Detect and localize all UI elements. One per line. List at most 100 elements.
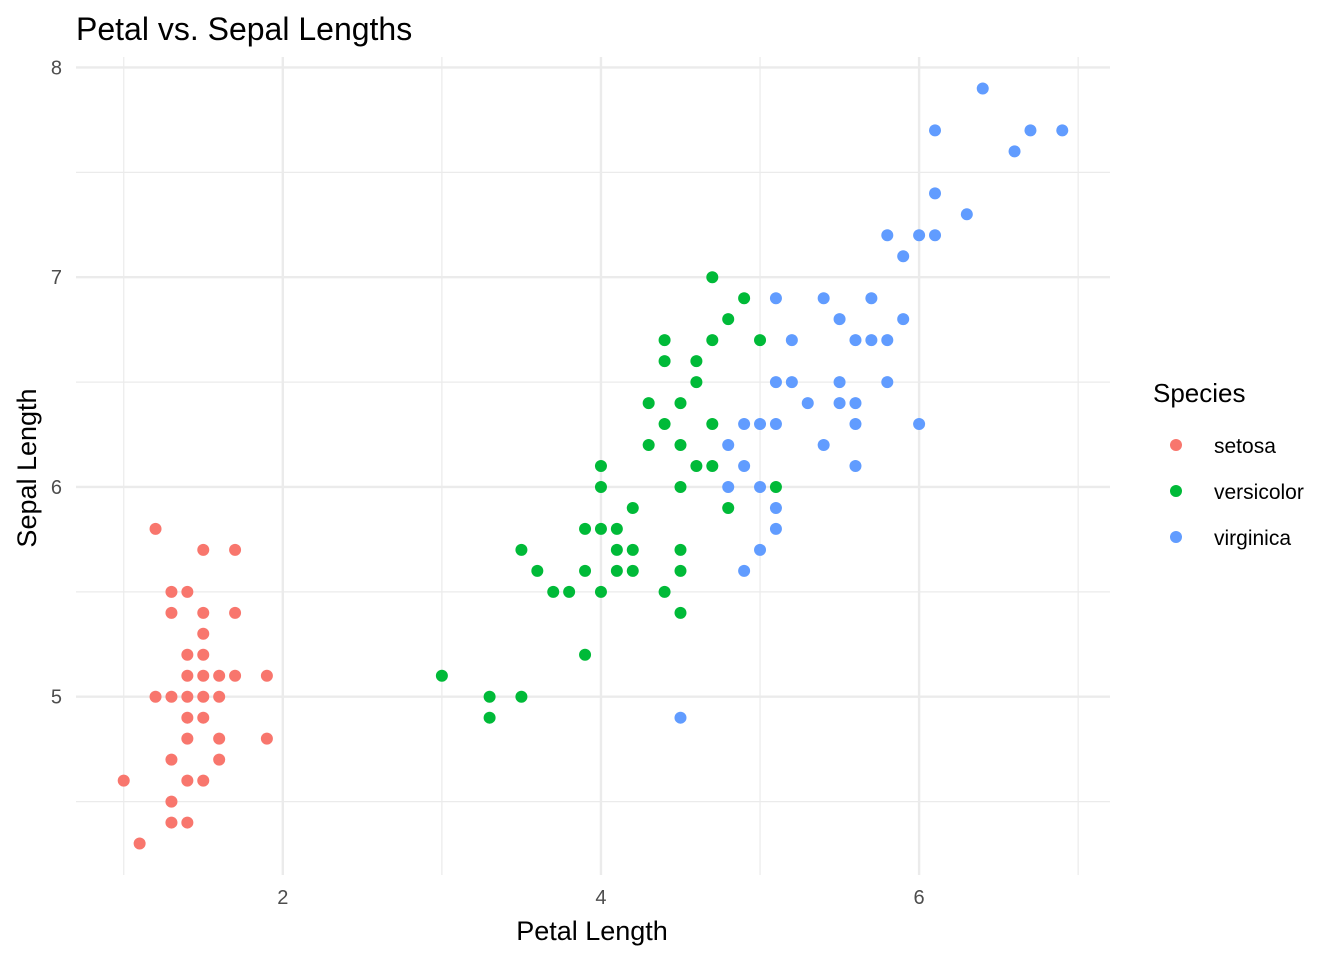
data-point-versicolor <box>515 690 528 703</box>
data-point-versicolor <box>610 564 623 577</box>
data-point-setosa <box>181 816 194 829</box>
data-point-virginica <box>976 82 989 95</box>
data-point-setosa <box>229 669 242 682</box>
data-point-setosa <box>181 648 194 661</box>
data-point-versicolor <box>738 292 751 305</box>
data-point-virginica <box>785 376 798 389</box>
data-point-setosa <box>165 585 178 598</box>
data-point-virginica <box>897 313 910 326</box>
data-point-setosa <box>181 690 194 703</box>
data-point-versicolor <box>674 397 687 410</box>
data-point-versicolor <box>579 648 592 661</box>
data-point-virginica <box>1056 124 1069 137</box>
data-point-virginica <box>897 250 910 263</box>
ticks-layer: 2 4 6 5 6 7 8 <box>51 57 925 909</box>
data-point-virginica <box>817 439 830 452</box>
data-point-virginica <box>769 376 782 389</box>
data-point-virginica <box>849 334 862 347</box>
legend-item-versicolor: versicolor <box>1170 481 1304 504</box>
data-point-virginica <box>769 522 782 535</box>
y-tick-label: 7 <box>51 267 62 289</box>
legend-item-virginica: virginica <box>1170 527 1291 550</box>
data-point-versicolor <box>690 376 703 389</box>
data-point-versicolor <box>594 480 607 493</box>
x-tick-label: 4 <box>595 887 606 909</box>
data-point-virginica <box>913 229 926 242</box>
data-point-versicolor <box>674 439 687 452</box>
data-point-versicolor <box>610 522 623 535</box>
data-point-virginica <box>833 376 846 389</box>
grid-layer <box>76 57 1110 875</box>
data-point-virginica <box>929 187 942 200</box>
data-point-versicolor <box>594 522 607 535</box>
data-point-setosa <box>165 606 178 619</box>
data-point-virginica <box>960 208 973 221</box>
legend-item-setosa: setosa <box>1170 435 1276 458</box>
data-point-setosa <box>117 774 130 787</box>
y-tick-label: 8 <box>51 57 62 79</box>
data-point-virginica <box>929 229 942 242</box>
y-tick-label: 6 <box>51 477 62 499</box>
data-point-versicolor <box>658 355 671 368</box>
data-point-virginica <box>801 397 814 410</box>
data-point-virginica <box>833 397 846 410</box>
data-point-versicolor <box>769 480 782 493</box>
data-point-virginica <box>881 229 894 242</box>
legend-key-setosa <box>1170 439 1182 451</box>
x-tick-label: 2 <box>277 887 288 909</box>
data-point-virginica <box>738 460 751 472</box>
data-point-setosa <box>213 690 226 703</box>
data-point-versicolor <box>706 271 719 284</box>
data-point-versicolor <box>610 543 623 556</box>
series-versicolor <box>435 271 782 724</box>
legend-label-versicolor: versicolor <box>1214 481 1304 504</box>
data-point-setosa <box>197 606 210 619</box>
data-point-versicolor <box>754 334 767 347</box>
data-point-virginica <box>817 292 830 305</box>
points-layer <box>117 82 1069 850</box>
x-tick-label: 6 <box>914 887 925 909</box>
data-point-setosa <box>197 774 210 787</box>
legend: Species setosa versicolor virginica <box>1153 378 1304 550</box>
legend-items: setosa versicolor virginica <box>1170 435 1304 550</box>
data-point-versicolor <box>658 418 671 431</box>
data-point-setosa <box>181 669 194 682</box>
x-axis-title: Petal Length <box>516 916 668 946</box>
data-point-versicolor <box>626 543 639 556</box>
data-point-virginica <box>849 418 862 431</box>
data-point-setosa <box>197 669 210 682</box>
data-point-versicolor <box>674 543 687 556</box>
data-point-versicolor <box>722 313 735 326</box>
data-point-virginica <box>769 418 782 431</box>
data-point-setosa <box>181 774 194 787</box>
data-point-setosa <box>133 837 146 850</box>
data-point-setosa <box>165 753 178 766</box>
data-point-setosa <box>213 732 226 745</box>
data-point-setosa <box>260 732 273 745</box>
data-point-virginica <box>913 418 926 431</box>
data-point-versicolor <box>579 564 592 577</box>
data-point-setosa <box>197 711 210 724</box>
data-point-versicolor <box>435 669 448 682</box>
data-point-virginica <box>849 397 862 410</box>
data-point-versicolor <box>547 585 560 598</box>
data-point-setosa <box>197 627 210 640</box>
legend-title: Species <box>1153 378 1246 408</box>
data-point-virginica <box>738 564 751 577</box>
series-setosa <box>117 522 273 850</box>
data-point-versicolor <box>706 460 719 472</box>
data-point-setosa <box>260 669 273 682</box>
data-point-setosa <box>181 711 194 724</box>
data-point-versicolor <box>483 690 496 703</box>
data-point-setosa <box>197 648 210 661</box>
data-point-versicolor <box>690 355 703 368</box>
legend-label-setosa: setosa <box>1214 435 1276 458</box>
data-point-versicolor <box>642 397 655 410</box>
data-point-virginica <box>785 334 798 347</box>
data-point-virginica <box>674 711 687 724</box>
data-point-virginica <box>849 460 862 472</box>
data-point-virginica <box>929 124 942 137</box>
data-point-versicolor <box>594 585 607 598</box>
